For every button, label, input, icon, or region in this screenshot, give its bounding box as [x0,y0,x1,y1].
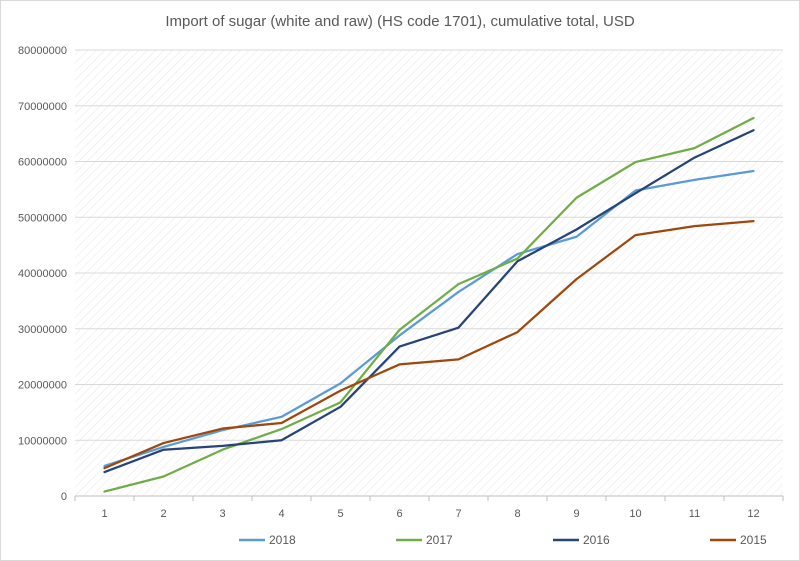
legend-label: 2016 [583,533,610,547]
x-tick-label: 10 [629,508,641,520]
series-line-2018 [103,169,755,468]
x-tick-label: 1 [101,508,107,520]
x-tick-label: 5 [337,508,343,520]
y-tick-label: 70000000 [18,101,67,113]
x-tick-label: 4 [278,508,284,520]
y-tick-label: 0 [61,491,67,503]
chart-title: Import of sugar (white and raw) (HS code… [165,13,635,30]
y-tick-label: 40000000 [18,268,67,280]
x-tick-label: 2 [160,508,166,520]
legend-label: 2017 [426,533,453,547]
x-tick-label: 3 [219,508,225,520]
x-tick-label: 12 [747,508,759,520]
series-line-2017 [103,116,755,493]
series-line-2016 [103,129,755,474]
x-tick-label: 6 [396,508,402,520]
y-tick-label: 80000000 [18,45,67,57]
x-tick-label: 11 [689,508,700,520]
x-tick-label: 9 [573,508,579,520]
x-tick-label: 7 [455,508,461,520]
x-tick-label: 8 [514,508,520,520]
y-tick-label: 10000000 [18,435,67,447]
legend-label: 2018 [269,533,296,547]
y-tick-label: 50000000 [18,212,67,224]
y-tick-label: 30000000 [18,324,67,336]
y-tick-label: 60000000 [18,157,67,169]
legend-label: 2015 [740,533,767,547]
y-tick-label: 20000000 [18,380,67,392]
series-line-2015 [103,220,755,470]
